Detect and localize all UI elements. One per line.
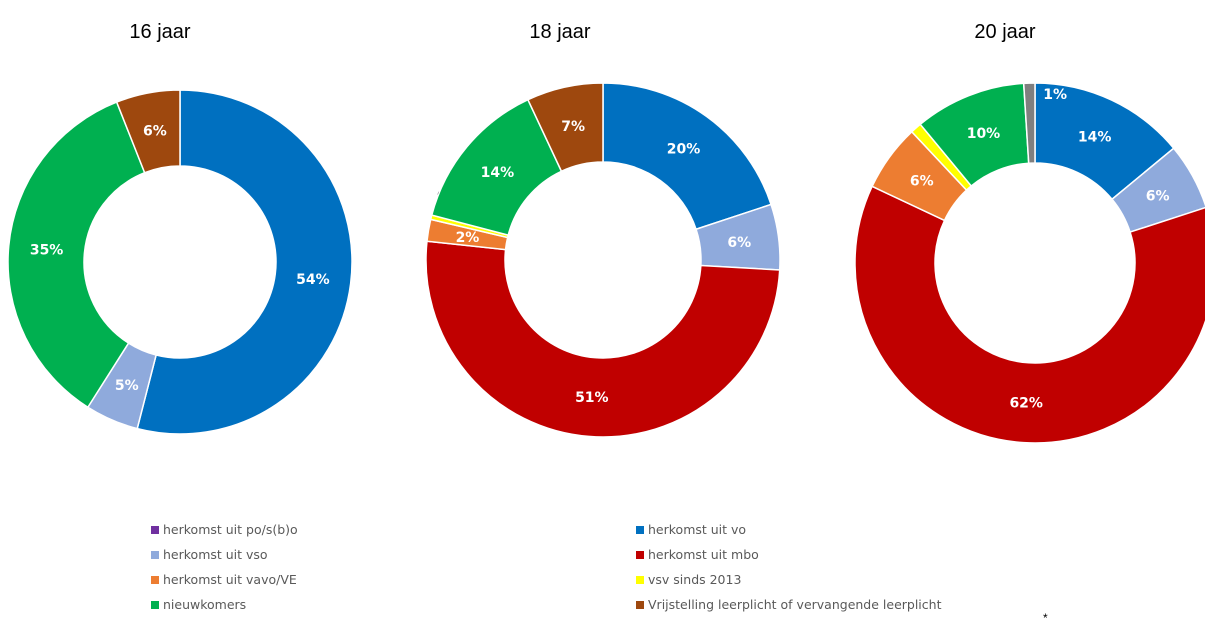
legend-label: nieuwkomers <box>163 597 246 612</box>
value-label: 51% <box>575 390 609 406</box>
value-label: 6% <box>1146 189 1170 205</box>
donut-slice <box>1022 82 1036 164</box>
value-label: 7% <box>561 119 585 135</box>
footnote: * <box>1043 611 1048 625</box>
donut-slice <box>115 89 181 174</box>
value-label: 6% <box>143 123 167 139</box>
legend-swatch <box>636 576 644 584</box>
value-label: 14% <box>481 165 515 181</box>
donut-slice <box>602 82 773 231</box>
donut-slice <box>1110 147 1205 234</box>
legend-swatch <box>636 601 644 609</box>
legend-label: herkomst uit mbo <box>648 547 759 562</box>
value-label: 14% <box>1078 129 1112 145</box>
legend-label: vsv sinds 2013 <box>648 572 741 587</box>
donut-slice <box>526 82 604 173</box>
legend-label: Vrijstelling leerplicht of vervangende l… <box>648 597 942 612</box>
value-label: 6% <box>727 235 751 251</box>
value-label: 62% <box>1009 396 1043 412</box>
chart-title: 20 jaar <box>974 21 1035 43</box>
value-label: 6% <box>910 174 934 190</box>
value-label: 20% <box>667 142 701 158</box>
donut-slice <box>854 185 1205 444</box>
chart-title: 18 jaar <box>529 21 590 43</box>
value-label: 35% <box>30 242 64 258</box>
legend-swatch <box>151 551 159 559</box>
legend-swatch <box>151 601 159 609</box>
value-label: 2% <box>456 230 480 246</box>
donut-slice <box>425 240 781 438</box>
legend-label: herkomst uit po/s(b)o <box>163 522 298 537</box>
donut-slice <box>7 101 146 409</box>
legend-label: herkomst uit vso <box>163 547 268 562</box>
legend-swatch <box>636 551 644 559</box>
value-label: 10% <box>967 126 1001 142</box>
value-label: 54% <box>296 272 330 288</box>
value-label: 1% <box>1043 87 1067 103</box>
donut-slice <box>136 89 353 435</box>
value-label: 5% <box>115 378 139 394</box>
legend-swatch <box>151 526 159 534</box>
legend-label: herkomst uit vo <box>648 522 746 537</box>
legend-swatch <box>151 576 159 584</box>
legend-swatch <box>636 526 644 534</box>
chart-title: 16 jaar <box>129 21 190 43</box>
legend-label: herkomst uit vavo/VE <box>163 572 297 587</box>
